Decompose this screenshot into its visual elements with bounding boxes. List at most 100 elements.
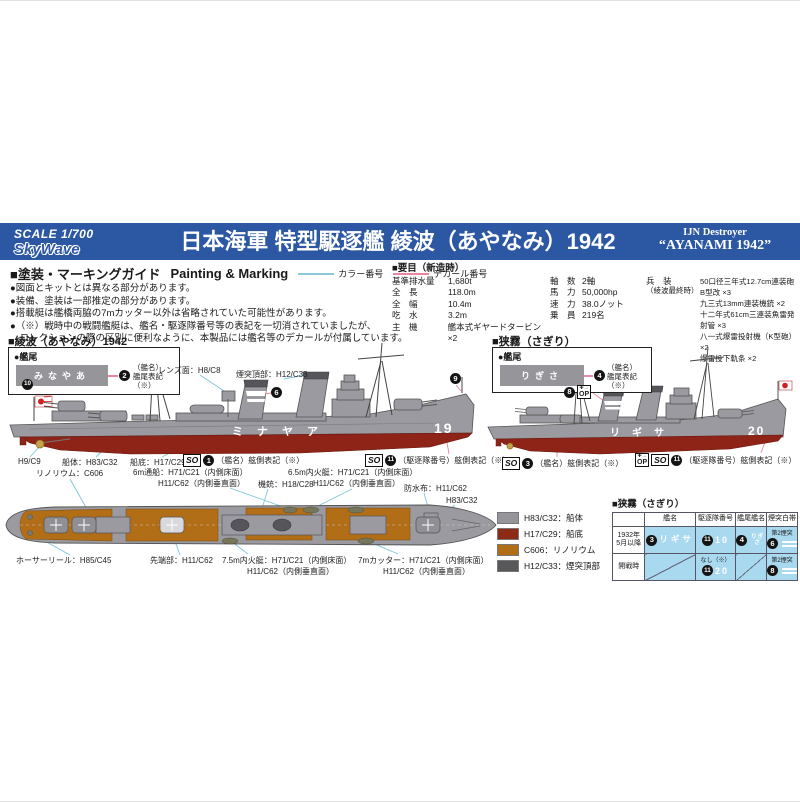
marker-4: 4 xyxy=(594,370,605,381)
sagiri-heading: ■狭霧（さぎり） xyxy=(492,336,576,348)
marker-6: 6 xyxy=(271,387,282,398)
rangefinder xyxy=(343,374,356,383)
ayanami-section: ミナヤア 19 ■綾波（あやなみ）1942 ●艦尾 みなやあ 2 （艦名） 艦尾… xyxy=(0,333,510,483)
midship-deckhouse xyxy=(579,416,681,424)
marking-table: 艦名 駆逐隊番号 艦尾艦名 煙突白帯 1932年 5月以降 3 リギサ xyxy=(611,512,799,581)
boat75-label2: H11/C62（内側垂直面） xyxy=(247,567,334,576)
row-label-1932: 1932年 5月以降 xyxy=(611,526,646,554)
searchlight xyxy=(221,390,236,402)
so11-squadron-marking: SO 11 （駆逐隊番号）舷側表記（※） xyxy=(365,454,510,467)
page-title: 日本海軍 特型駆逐艦 綾波（あやなみ）1942 xyxy=(180,229,616,254)
subtitle-ayanami: “AYANAMI 1942” xyxy=(658,238,772,253)
boat65-label: 6.5m内火艇：H71/C21（内側床面） xyxy=(288,468,418,477)
color-line-swatch xyxy=(298,272,335,275)
hawser-reel-label: ホーサーリール：H85/C45 xyxy=(16,556,112,565)
midship-structure-plan xyxy=(221,514,323,536)
guide-heading: ■塗装・マーキングガイド Painting & Marking カラー番号 デカ… xyxy=(10,264,487,283)
deck-hull-color-label: H83/C32 xyxy=(446,496,478,505)
funnel-no2-cap xyxy=(243,379,269,388)
armament-item: 九三式13mm連装機銃 ×2 xyxy=(700,298,786,308)
lens-label: レンズ面：H8/C8 xyxy=(158,366,221,375)
armament-item: 十二年式61cm三連装魚雷発射管 ×3 xyxy=(700,309,795,330)
op-so11-squadron-marking: ✚→ OP SO 11 （駆逐隊番号）舷側表記（※） xyxy=(635,453,797,467)
funnel-no1-cap xyxy=(302,371,330,380)
gun-barrels xyxy=(43,399,438,419)
boat65-label2: H11/C62（内側垂直面） xyxy=(313,479,400,488)
note-line: ●装備、塗装は一部推定の部分があります。 xyxy=(10,295,196,307)
note-line: コレクションの際の区別に便利なように、本製品には艦名等のデカールが付属しています… xyxy=(10,333,408,344)
stern-leader-line xyxy=(584,375,593,377)
legend-decal-number: デカール番号 xyxy=(393,267,487,280)
cell-name-war-empty xyxy=(644,553,696,581)
funnels-plan xyxy=(230,518,292,532)
swatch-hull xyxy=(497,512,519,524)
armament-label: 兵 装 xyxy=(646,275,672,286)
turrets-plan xyxy=(43,516,441,534)
spec-col1: 基準排水量 1,680t 全 長 118.0m 全 幅 10.4m 吃 水 3.2m 主… xyxy=(392,275,542,344)
anchor-chains xyxy=(451,518,481,532)
guide-heading-en: Painting & Marking xyxy=(170,266,289,281)
col-header-stern-name: 艦尾艦名 xyxy=(735,512,767,527)
cutter-label: 7mカッター：H71/C21（内側床面） xyxy=(358,556,489,565)
machinegun-label: 機銃：H18/C28 xyxy=(258,480,314,489)
bridge-plan xyxy=(349,515,387,535)
op-decal-badge: ✚→ OP xyxy=(577,385,592,399)
deck-plan-drawing xyxy=(5,478,497,556)
cyan-leader-lines xyxy=(33,478,456,556)
hawser-reels xyxy=(27,514,33,536)
marker-6: 6 xyxy=(766,538,778,550)
legend-item: H83/C32：船体 xyxy=(497,510,623,526)
col-header-name: 艦名 xyxy=(644,512,696,527)
marker-1: 1 xyxy=(203,454,215,466)
so1-name-marking: SO 1 （艦名）舷側表記（※） xyxy=(183,454,304,467)
guide-heading-jp: ■塗装・マーキングガイド xyxy=(10,267,161,282)
so-decal-badge: SO xyxy=(502,457,521,470)
white-band-icon xyxy=(781,540,797,548)
marker-10: 10 xyxy=(22,379,33,390)
linoleum-label: リノリウム：C606 xyxy=(36,469,104,478)
cell-stern-name-war-empty xyxy=(735,553,767,581)
sagiri-stern-marking-box: ●艦尾 りぎさ 4 （艦名） 艦尾表記（※） xyxy=(492,347,652,393)
sagiri-marking-table: ■狭霧（さぎり） 艦名 駆逐隊番号 艦尾艦名 煙突白帯 1932年 5月以降 3… xyxy=(611,496,799,581)
stern-label: ●艦尾 xyxy=(14,352,38,362)
cell-funnel-band-war: 第2煙突 8 xyxy=(765,553,799,581)
funnel-top-label: 煙突頂部：H12/C33 xyxy=(236,370,308,379)
bottom-color-label: 船底：H17/C29 xyxy=(130,458,186,467)
marker-3: 3 xyxy=(646,534,658,546)
ayanami-profile-drawing: ミナヤア 19 xyxy=(9,342,475,458)
sagiri-bow-number: 20 xyxy=(748,424,765,438)
propeller xyxy=(35,439,45,449)
table-corner-cell xyxy=(611,512,646,527)
boat6m-label2: H11/C62（内側垂直面） xyxy=(158,479,245,488)
boat6m-label: 6m通船：H71/C21（内側床面） xyxy=(133,468,248,477)
sagiri-section: リギサ 20 ■狭霧（さぎり） ●艦尾 りぎさ 4 （艦名） 艦尾表記（※） 8… xyxy=(480,333,800,483)
foremast xyxy=(357,342,405,418)
cell-squadron-1932: 11 10 xyxy=(694,526,737,554)
cell-name-1932: 3 リギサ xyxy=(644,526,696,554)
so-decal-badge: SO xyxy=(365,454,384,467)
marker-11: 11 xyxy=(701,565,713,577)
sagiri-profile-drawing: リギサ 20 xyxy=(487,346,793,457)
spec-col2: 軸 数 2軸 馬 力 50,000hp 速 力 38.0ノット 乗 員 219名 xyxy=(550,275,624,321)
marker-3: 3 xyxy=(522,457,534,469)
rudder xyxy=(19,436,27,446)
ayanami-stern-name-plate: みなやあ xyxy=(16,365,108,386)
table-heading: ■狭霧（さぎり） xyxy=(612,499,685,510)
swatch-bottom xyxy=(497,528,519,540)
cell-squadron-war: なし（※） 11 20 xyxy=(694,553,737,581)
aft-deckhouse-plan xyxy=(95,516,131,534)
legend-item: H12/C33：煙突頂部 xyxy=(497,558,623,574)
marker-11: 11 xyxy=(671,454,683,466)
note-line: ●図面とキットとは異なる部分があります。 xyxy=(10,283,196,294)
funnel-band-marker: 8 ✚→ OP xyxy=(564,385,592,399)
bridge-top xyxy=(673,387,690,397)
ayanami-heading: ■綾波（あやなみ）1942 xyxy=(8,336,128,348)
so-decal-badge: SO xyxy=(183,454,202,467)
propeller-label: H9/C9 xyxy=(18,457,41,466)
bridge-lower xyxy=(665,402,697,420)
tip-label: 先端部：H11/C62 xyxy=(150,556,213,565)
marker-8: 8 xyxy=(766,565,778,577)
hull-seam-line xyxy=(29,422,441,430)
funnel-no1 xyxy=(635,390,662,421)
legend-color-number: カラー番号 xyxy=(298,267,383,280)
